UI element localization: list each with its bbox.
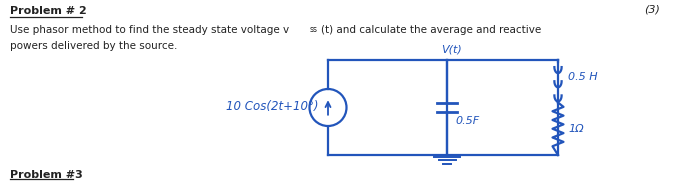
Text: powers delivered by the source.: powers delivered by the source. (10, 41, 177, 51)
Text: Problem #3: Problem #3 (10, 170, 83, 180)
Text: (3): (3) (644, 4, 660, 14)
Text: 10 Cos(2t+10°): 10 Cos(2t+10°) (225, 100, 318, 113)
Text: 0.5F: 0.5F (455, 116, 479, 127)
Text: Problem # 2: Problem # 2 (10, 6, 87, 16)
Text: V(t): V(t) (442, 44, 463, 54)
Text: (t) and calculate the average and reactive: (t) and calculate the average and reacti… (321, 25, 541, 35)
Text: Use phasor method to find the steady state voltage v: Use phasor method to find the steady sta… (10, 25, 289, 35)
Text: ss: ss (309, 25, 318, 33)
Text: 0.5 H: 0.5 H (568, 72, 598, 82)
Text: 1Ω: 1Ω (568, 124, 584, 134)
